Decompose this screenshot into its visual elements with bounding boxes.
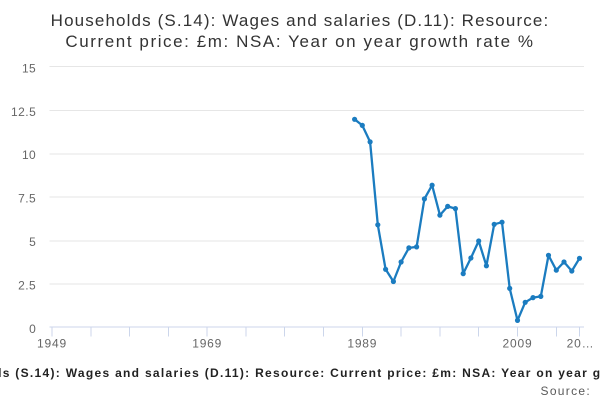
svg-text:2.5: 2.5 — [18, 279, 36, 293]
svg-text:0: 0 — [29, 322, 36, 336]
svg-text:12.5: 12.5 — [11, 105, 36, 119]
svg-text:7.5: 7.5 — [18, 192, 36, 206]
svg-text:5: 5 — [29, 235, 36, 249]
svg-text:20…: 20… — [567, 337, 595, 351]
svg-text:2009: 2009 — [503, 337, 533, 351]
svg-text:1949: 1949 — [37, 337, 67, 351]
svg-text:1969: 1969 — [192, 337, 222, 351]
svg-text:1989: 1989 — [347, 337, 377, 351]
svg-text:15: 15 — [22, 61, 36, 75]
svg-text:10: 10 — [22, 148, 36, 162]
